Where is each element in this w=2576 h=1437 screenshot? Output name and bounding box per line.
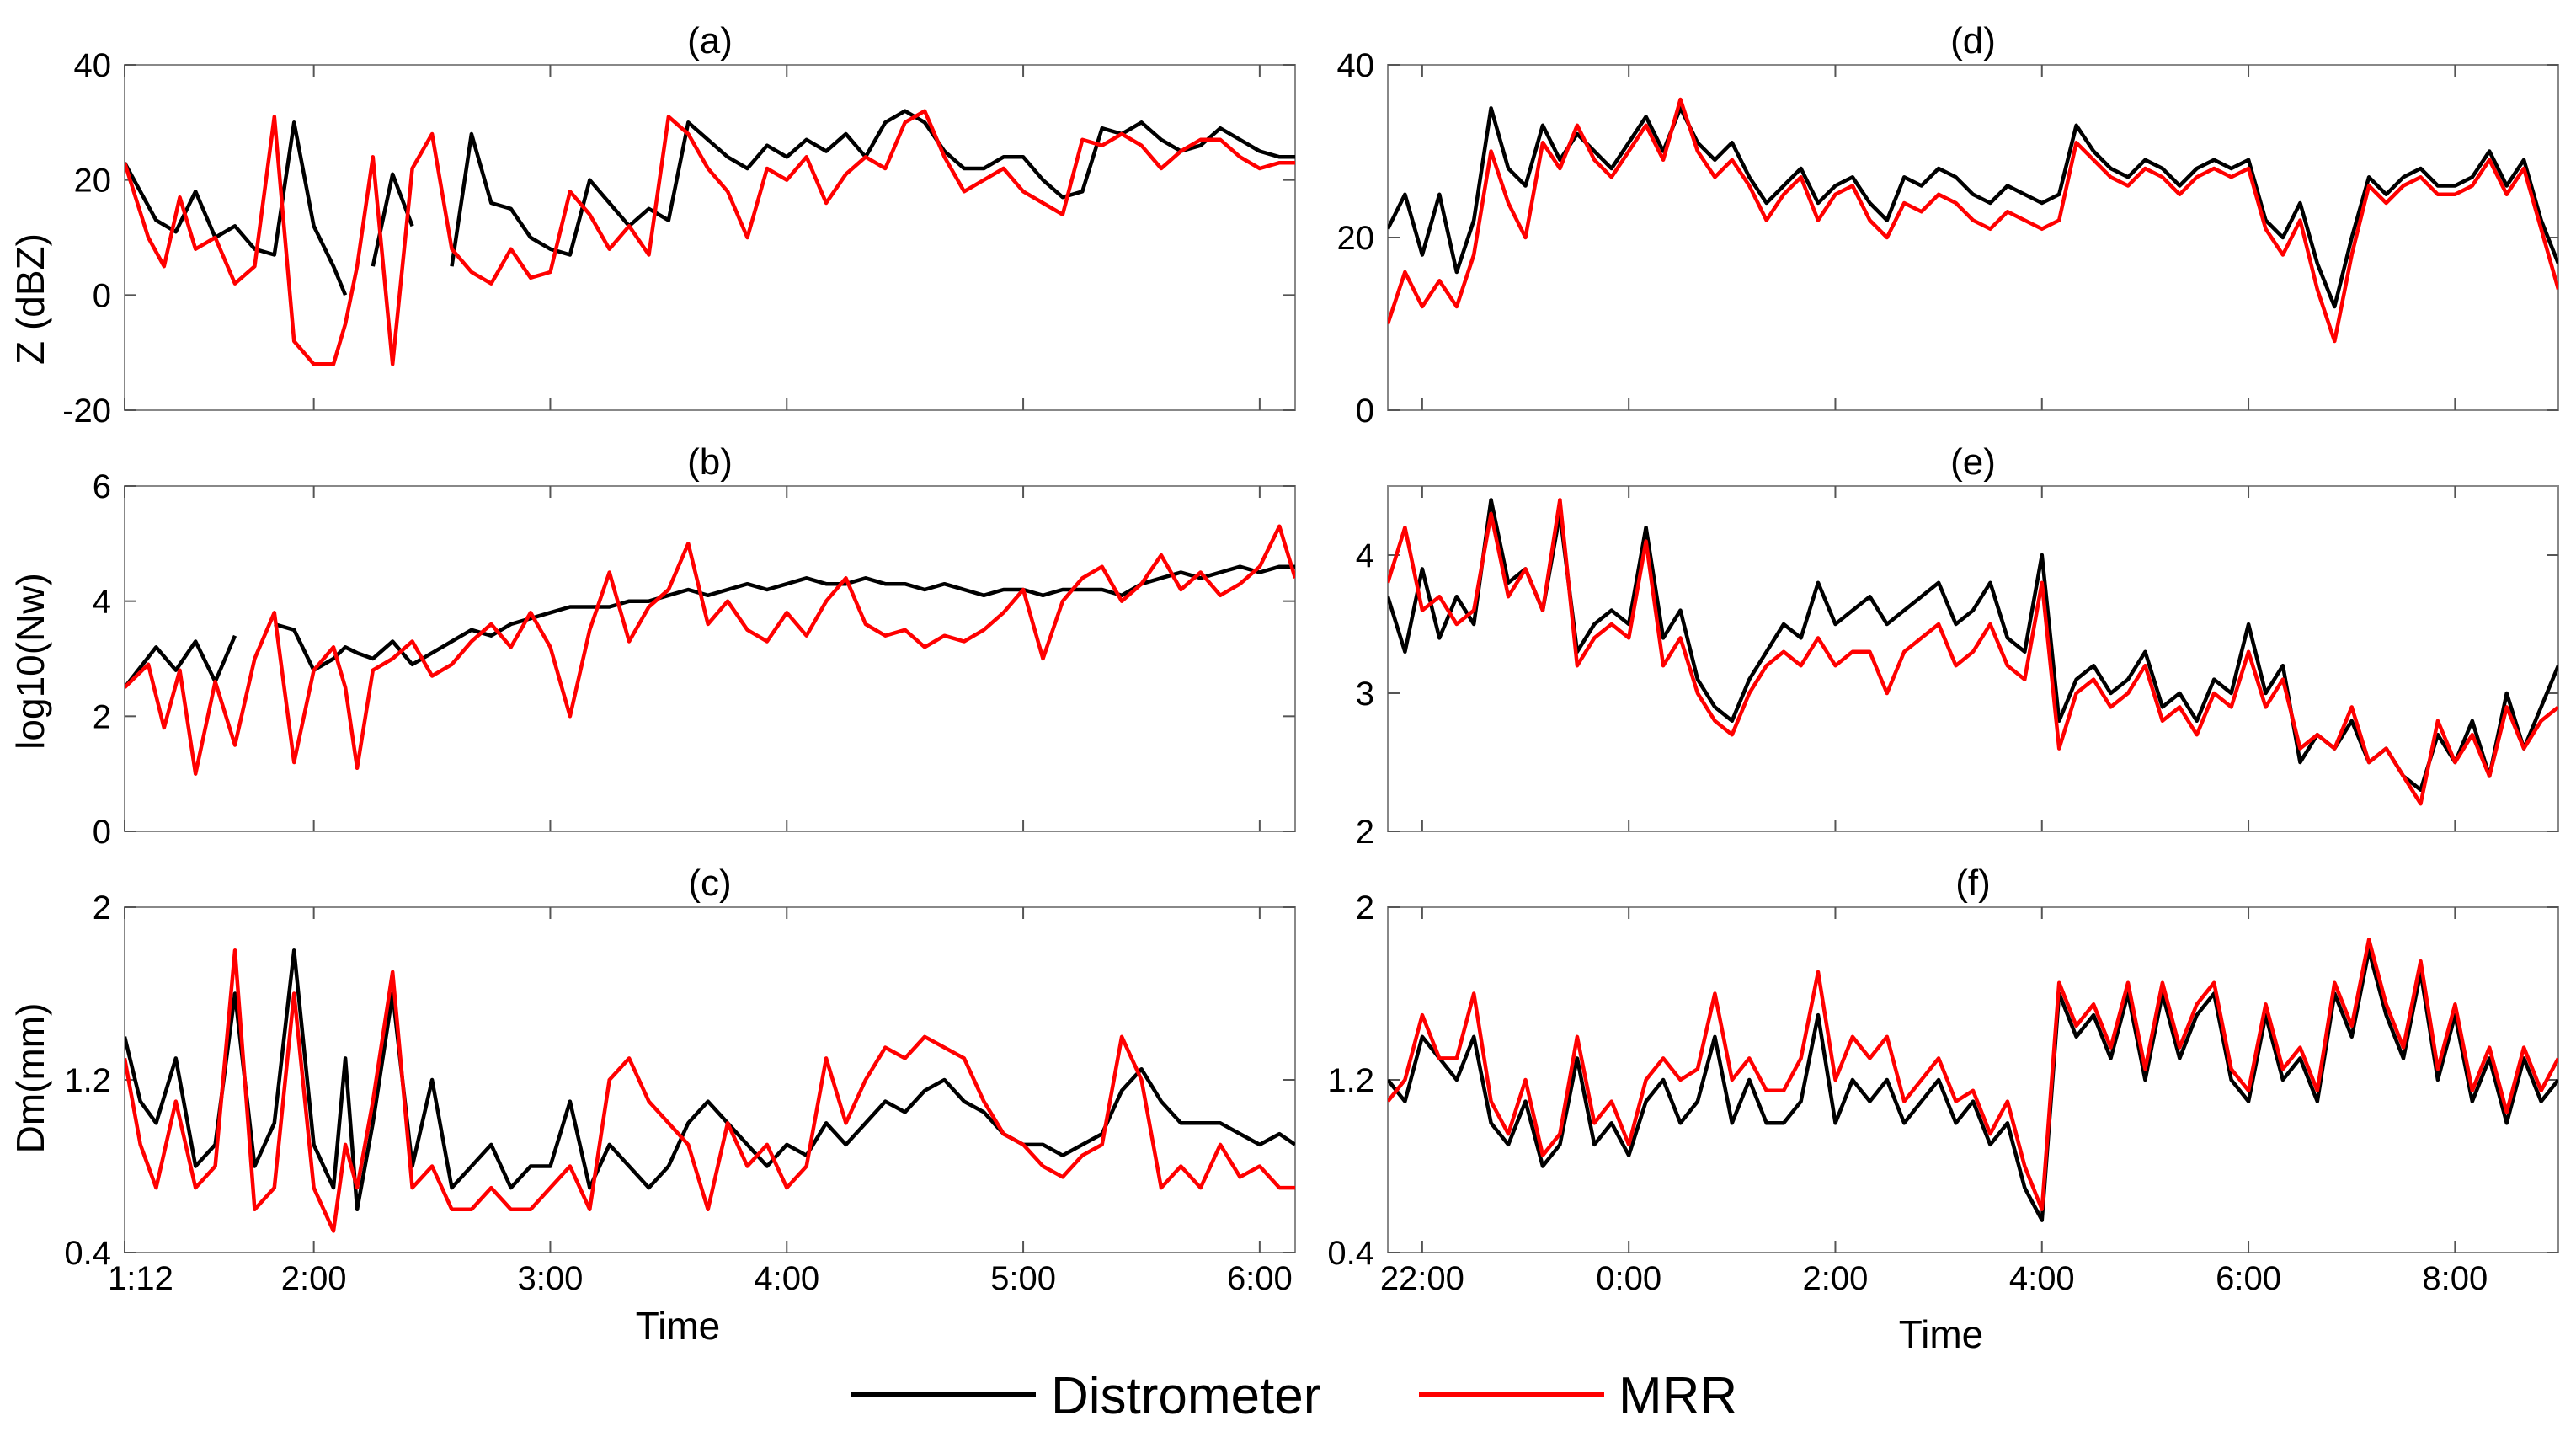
panel-title-f: (f) xyxy=(1955,863,1991,904)
series-line-mrr-e xyxy=(1388,498,2558,806)
xlabel-panel-f: Time xyxy=(1899,1312,1984,1356)
xtick-label-c: 3:00 xyxy=(518,1260,584,1297)
ytick-label-f: 2 xyxy=(1356,889,1374,927)
series-line-distrometer-b xyxy=(125,564,1295,689)
series-line-distrometer-c xyxy=(125,948,1295,1212)
xtick-label-c: 5:00 xyxy=(990,1260,1056,1297)
ytick-label-c: 2 xyxy=(93,889,111,927)
ytick-label-b: 4 xyxy=(93,584,111,621)
series-line-mrr-f xyxy=(1388,938,2558,1212)
ylabel-panel-b: log10(Nw) xyxy=(8,573,52,750)
ytick-label-b: 0 xyxy=(93,814,111,851)
series-line-mrr-a xyxy=(125,109,1295,366)
ytick-label-e: 3 xyxy=(1356,676,1374,713)
panel-title-b: (b) xyxy=(687,441,733,483)
panel-c: (c) 0.4 1.2 2 1:12 2:00 3:00 4:00 5:00 6:00 xyxy=(64,863,1296,1297)
legend: Distrometer MRR xyxy=(851,1367,1737,1425)
ytick-label-a: -20 xyxy=(62,393,111,430)
ytick-label-b: 6 xyxy=(93,468,111,505)
panel-f: (f) 0.4 1.2 2 22:00 0:00 2:00 4:00 6:00 8:00 xyxy=(1327,863,2559,1297)
series-line-mrr-c xyxy=(125,948,1295,1233)
xtick-label-f: 4:00 xyxy=(2009,1260,2075,1297)
ytick-label-b: 2 xyxy=(93,698,111,735)
ytick-label-d: 0 xyxy=(1356,393,1374,430)
xtick-label-c: 4:00 xyxy=(754,1260,819,1297)
ytick-label-a: 20 xyxy=(74,163,112,200)
panel-title-e: (e) xyxy=(1950,441,1996,483)
ylabel-panel-a: Z (dBZ) xyxy=(8,233,52,365)
legend-label-distrometer: Distrometer xyxy=(1051,1367,1320,1425)
panel-title-d: (d) xyxy=(1950,20,1996,61)
series-line-mrr-d xyxy=(1388,97,2558,344)
xtick-label-f: 22:00 xyxy=(1380,1260,1464,1297)
panel-a: (a) -20 0 20 40 xyxy=(62,20,1296,430)
ytick-label-e: 2 xyxy=(1356,814,1374,851)
panel-title-a: (a) xyxy=(687,20,733,61)
series-line-mrr-b xyxy=(125,524,1295,776)
panel-title-c: (c) xyxy=(688,863,731,904)
ytick-label-c: 1.2 xyxy=(64,1062,111,1099)
plot-frame-b xyxy=(124,485,1296,832)
xtick-label-c: 2:00 xyxy=(281,1260,347,1297)
xtick-label-c: 6:00 xyxy=(1227,1260,1293,1297)
ytick-label-f: 0.4 xyxy=(1327,1235,1374,1272)
xtick-label-f: 6:00 xyxy=(2216,1260,2281,1297)
xtick-label-f: 8:00 xyxy=(2422,1260,2488,1297)
panel-d: (d) 0 20 40 xyxy=(1337,20,2559,430)
legend-label-mrr: MRR xyxy=(1619,1367,1737,1425)
panel-e: (e) 2 3 4 xyxy=(1356,441,2559,851)
xlabel-panel-c: Time xyxy=(636,1304,721,1348)
ytick-label-f: 1.2 xyxy=(1327,1062,1374,1099)
ytick-label-e: 4 xyxy=(1356,537,1374,574)
panel-b: (b) 0 2 4 6 xyxy=(93,441,1296,851)
xtick-label-f: 0:00 xyxy=(1596,1260,1661,1297)
xtick-label-c: 1:12 xyxy=(108,1260,173,1297)
ytick-label-c: 0.4 xyxy=(64,1235,111,1272)
ytick-label-a: 40 xyxy=(74,47,112,84)
plot-frame-a xyxy=(124,64,1296,411)
series-line-distrometer-f xyxy=(1388,948,2558,1222)
plot-frame-e xyxy=(1387,485,2559,832)
ytick-label-d: 40 xyxy=(1337,47,1375,84)
ylabel-panel-c: Dm(mm) xyxy=(8,1003,52,1154)
xtick-label-f: 2:00 xyxy=(1803,1260,1869,1297)
ytick-label-a: 0 xyxy=(93,277,111,314)
ytick-label-d: 20 xyxy=(1337,220,1375,257)
